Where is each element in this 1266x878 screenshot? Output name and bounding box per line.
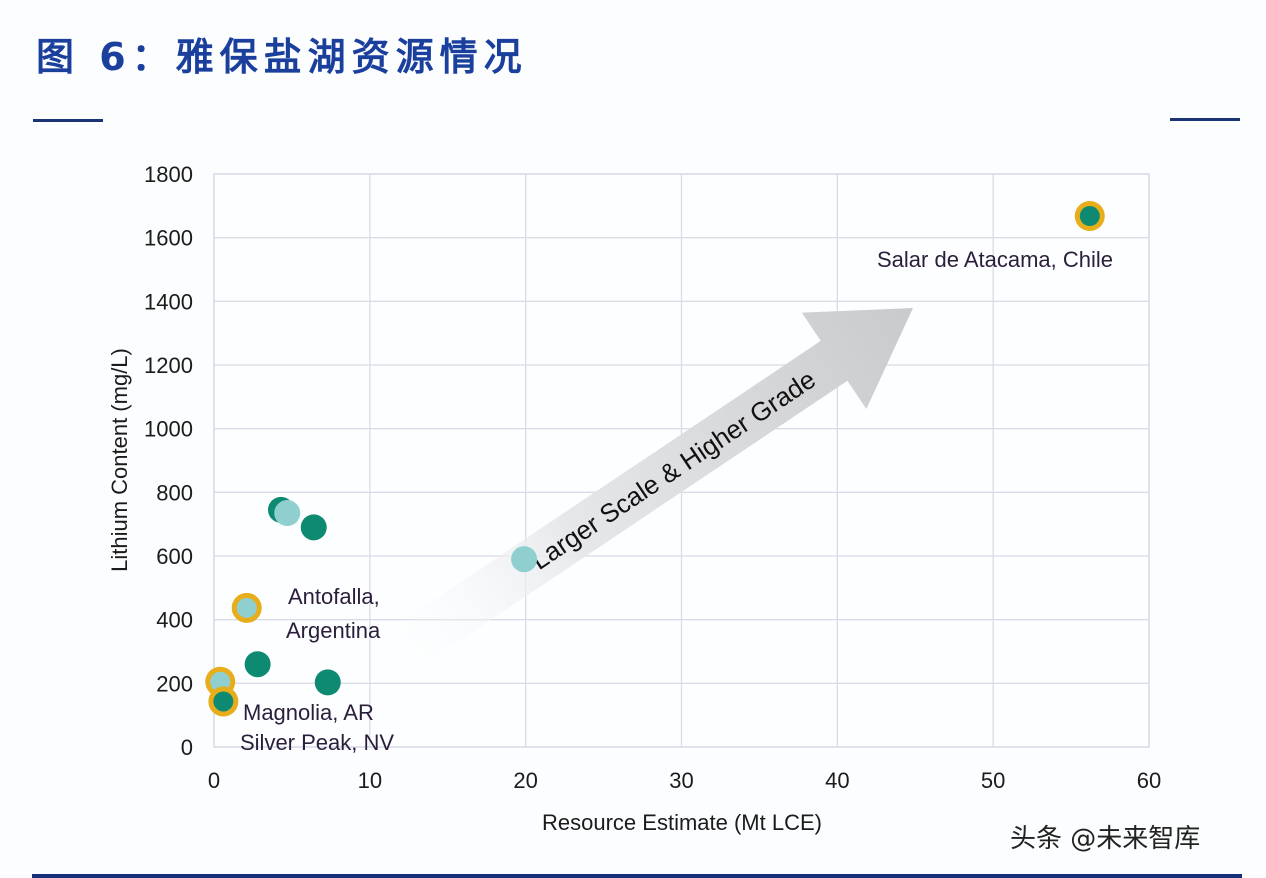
y-tick-label: 1600 bbox=[144, 226, 193, 251]
annotation-magnolia: Magnolia, AR bbox=[243, 700, 374, 725]
x-tick-label: 50 bbox=[981, 768, 1005, 793]
data-point bbox=[314, 669, 341, 696]
data-point bbox=[244, 651, 271, 678]
title-rule-left bbox=[33, 119, 103, 122]
data-point bbox=[274, 500, 301, 527]
data-point bbox=[1074, 201, 1105, 232]
y-axis-ticks: 0 200 400 600 800 1000 1200 1400 1600 1800 bbox=[144, 162, 193, 760]
data-point bbox=[208, 686, 239, 717]
y-tick-label: 200 bbox=[156, 671, 193, 696]
annotation-antofalla-1: Antofalla, bbox=[288, 584, 380, 609]
y-tick-label: 600 bbox=[156, 544, 193, 569]
bottom-rule bbox=[32, 874, 1242, 878]
y-tick-label: 800 bbox=[156, 480, 193, 505]
watermark: 头条 @未来智库 bbox=[1010, 824, 1201, 854]
x-tick-label: 30 bbox=[669, 768, 693, 793]
y-axis-label: Lithium Content (mg/L) bbox=[107, 348, 132, 572]
y-tick-label: 1200 bbox=[144, 353, 193, 378]
annotation-silver-peak: Silver Peak, NV bbox=[240, 730, 394, 755]
figure-title: 图 6：雅保盐湖资源情况 bbox=[36, 35, 528, 79]
annotation-salar-de-atacama: Salar de Atacama, Chile bbox=[877, 247, 1113, 272]
data-point bbox=[300, 514, 327, 541]
x-tick-label: 40 bbox=[825, 768, 849, 793]
x-tick-label: 0 bbox=[208, 768, 220, 793]
y-tick-label: 1400 bbox=[144, 289, 193, 314]
annotation-antofalla-2: Argentina bbox=[286, 618, 381, 643]
data-point bbox=[511, 546, 538, 573]
y-tick-label: 1800 bbox=[144, 162, 193, 187]
y-tick-label: 400 bbox=[156, 608, 193, 633]
title-rule-right bbox=[1170, 118, 1240, 121]
x-tick-label: 20 bbox=[513, 768, 537, 793]
x-tick-label: 60 bbox=[1137, 768, 1161, 793]
x-tick-label: 10 bbox=[358, 768, 382, 793]
y-tick-label: 0 bbox=[181, 735, 193, 760]
x-axis-label: Resource Estimate (Mt LCE) bbox=[542, 810, 822, 835]
data-points bbox=[205, 201, 1105, 717]
y-tick-label: 1000 bbox=[144, 417, 193, 442]
x-axis-ticks: 0 10 20 30 40 50 60 bbox=[208, 768, 1161, 793]
data-point bbox=[231, 592, 262, 623]
